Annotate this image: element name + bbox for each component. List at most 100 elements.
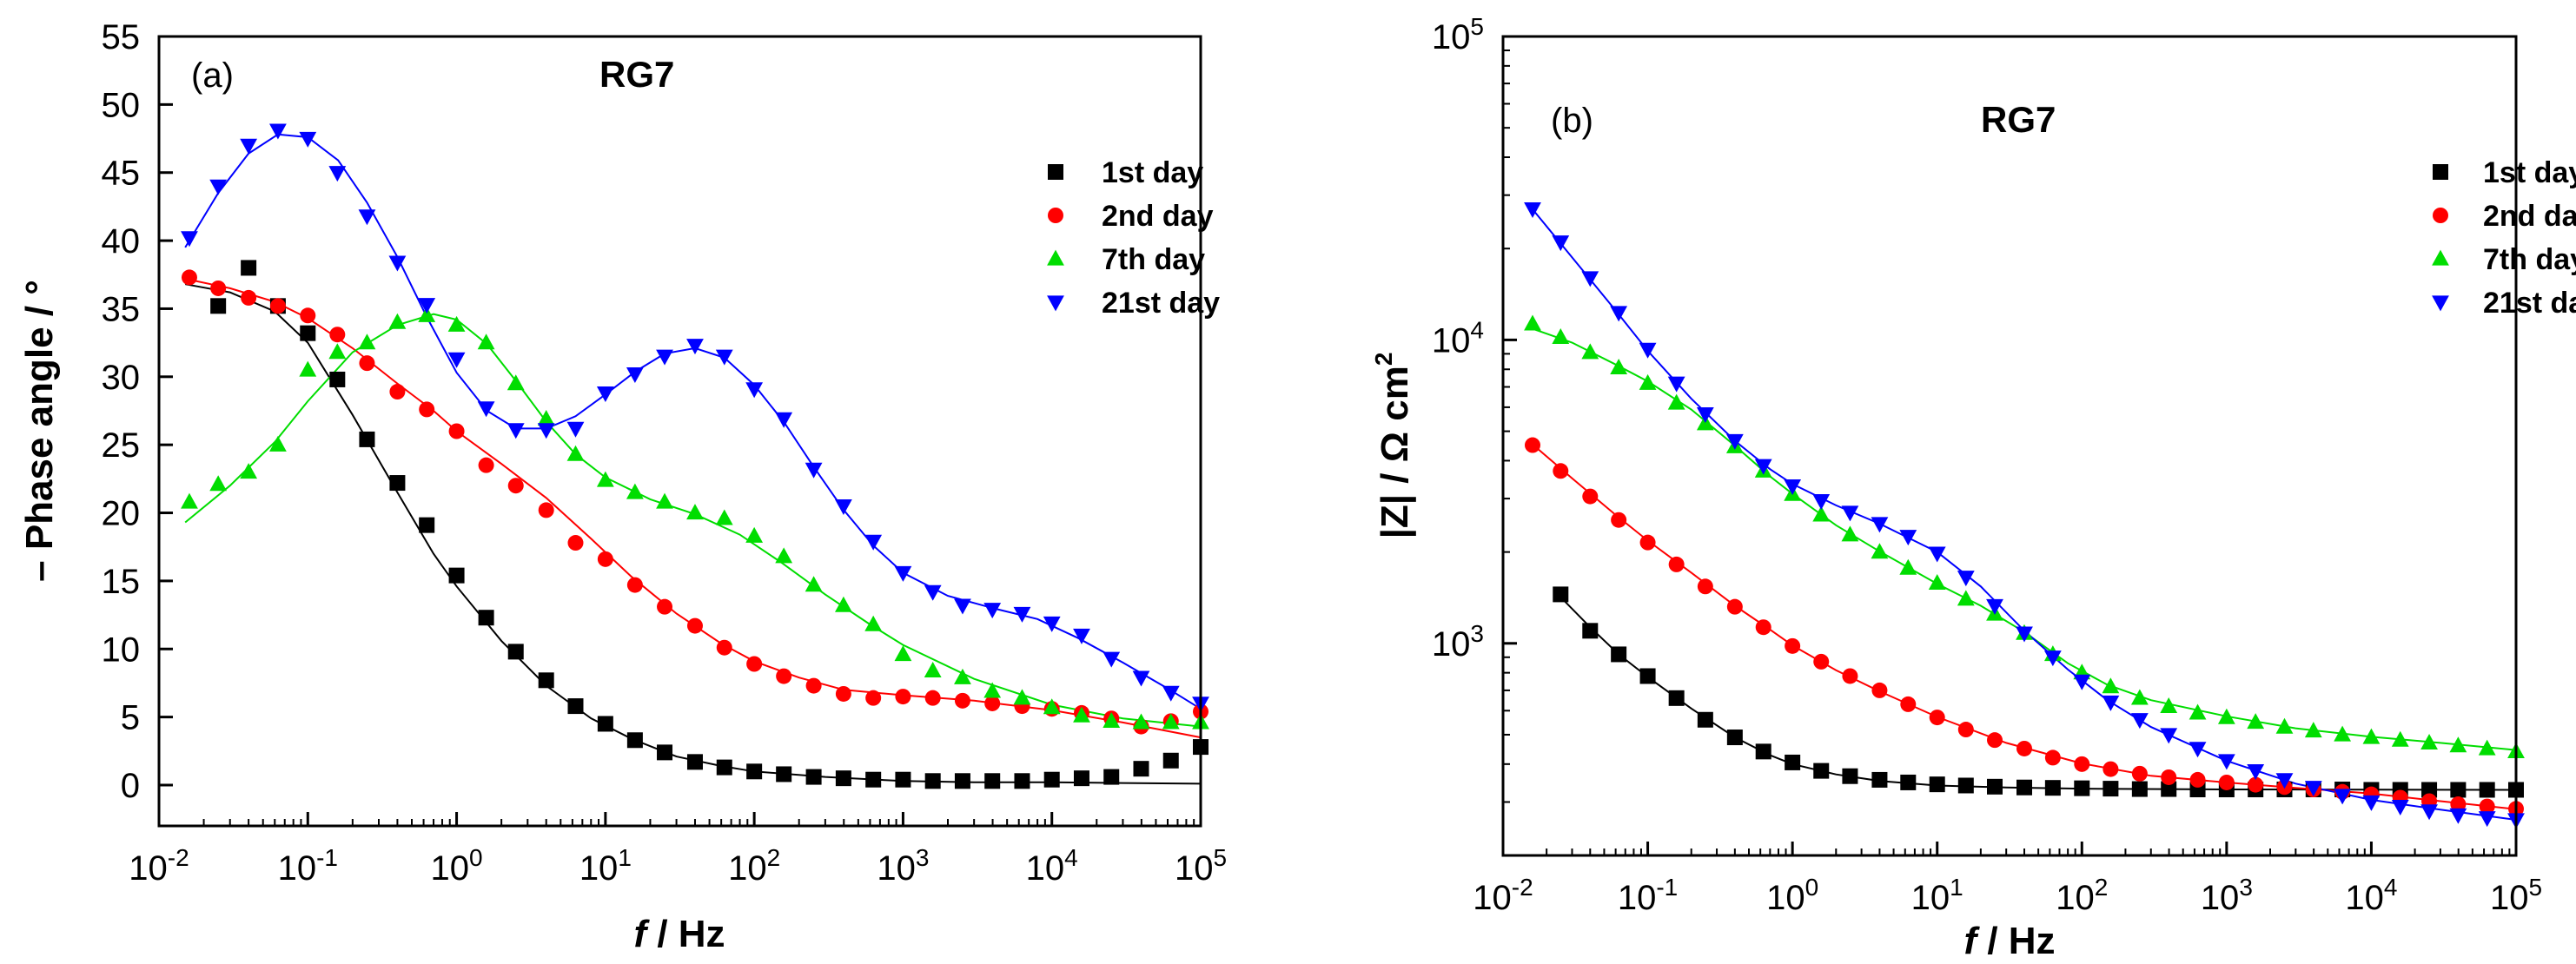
chart-title: RG7	[599, 54, 674, 95]
data-point	[745, 526, 764, 543]
data-point	[1929, 710, 1945, 726]
data-point	[2074, 756, 2090, 772]
data-point	[418, 306, 436, 322]
data-point	[448, 567, 465, 584]
x-axis-title: f / Hz	[1963, 920, 2055, 962]
data-point	[1639, 373, 1657, 390]
data-point	[1525, 437, 1541, 453]
legend-marker	[1048, 208, 1063, 223]
y-axis-title: |Z| / Ω cm2	[1370, 353, 1417, 539]
data-point	[745, 382, 764, 399]
data-point	[209, 475, 228, 492]
data-point	[656, 349, 673, 366]
data-point	[1073, 628, 1090, 644]
data-point	[716, 759, 732, 776]
data-point	[1726, 730, 1743, 746]
data-point	[1668, 556, 1685, 572]
data-point	[389, 475, 406, 492]
data-point	[1697, 578, 1713, 595]
data-point	[2450, 796, 2467, 813]
data-point	[1668, 690, 1685, 706]
data-point	[1610, 359, 1628, 375]
data-point	[418, 298, 436, 314]
data-point	[775, 547, 793, 564]
data-point	[1581, 271, 1599, 287]
data-point	[2160, 697, 2178, 713]
data-point	[686, 504, 704, 520]
data-point	[2478, 811, 2496, 828]
x-tick-label: 103	[877, 844, 929, 888]
data-point	[2131, 765, 2148, 782]
data-point	[358, 333, 376, 350]
data-point	[447, 352, 466, 368]
data-point	[1841, 505, 1859, 522]
legend-label: 21st day	[1102, 287, 1220, 320]
data-point	[954, 773, 970, 789]
data-point	[1726, 598, 1743, 615]
legend-marker	[1048, 164, 1063, 180]
data-point	[300, 307, 316, 324]
data-point	[328, 343, 347, 360]
data-point	[1813, 653, 1830, 670]
data-point	[1132, 670, 1150, 687]
data-point	[1582, 623, 1599, 639]
x-tick-label: 102	[728, 844, 780, 888]
data-point	[1986, 732, 2003, 749]
data-point	[895, 771, 911, 788]
data-point	[1639, 668, 1656, 684]
data-point	[2102, 695, 2120, 711]
data-point	[1667, 393, 1685, 410]
data-point	[1899, 530, 1917, 546]
data-point	[1043, 698, 1061, 715]
data-point	[537, 423, 555, 439]
data-point	[1552, 328, 1570, 345]
data-point	[328, 166, 347, 182]
data-point	[2304, 722, 2322, 738]
legend-label: 7th day	[2483, 243, 2576, 276]
data-point	[746, 763, 763, 780]
x-axis-title: f / Hz	[633, 913, 725, 955]
data-point	[1812, 493, 1831, 510]
data-point	[507, 374, 525, 391]
data-point	[805, 769, 822, 785]
data-point	[1696, 407, 1714, 424]
data-point	[567, 698, 584, 715]
data-point	[537, 410, 555, 426]
data-point	[1639, 534, 1656, 551]
data-point	[775, 412, 793, 428]
data-point	[2217, 754, 2235, 770]
x-axis-italic: f	[633, 913, 650, 955]
x-tick-label: 105	[1175, 844, 1227, 888]
y-tick-label: 105	[1432, 13, 1484, 56]
x-tick-label: 104	[1026, 844, 1078, 888]
data-point	[2449, 736, 2467, 753]
data-point	[1785, 637, 1801, 654]
plot-frame	[1501, 35, 2518, 857]
data-point	[566, 421, 585, 438]
data-point	[2247, 763, 2265, 780]
data-point	[507, 478, 524, 494]
data-point	[894, 565, 912, 582]
data-point	[686, 754, 703, 770]
y-axis-main: |Z| / Ω cm	[1374, 366, 1417, 538]
data-point	[776, 766, 792, 782]
data-point	[924, 773, 941, 789]
data-point	[715, 509, 733, 525]
legend-marker	[2433, 164, 2448, 180]
legend-label: 2nd day	[2483, 200, 2576, 233]
data-point	[477, 401, 495, 418]
data-point	[805, 462, 823, 479]
data-point	[2421, 782, 2438, 798]
data-point	[983, 682, 1002, 698]
phase-angle-chart: 10-2 10-1 100 101 102 103 104 105 0 5 10 15 20 25 30 3…	[18, 18, 1227, 955]
data-point	[2044, 749, 2061, 766]
data-point	[865, 690, 882, 706]
legend-marker	[2433, 208, 2448, 223]
data-point	[835, 685, 851, 702]
x-tick-label: 10-2	[129, 844, 189, 888]
data-point	[2161, 769, 2177, 785]
data-point	[1611, 646, 1627, 663]
data-point	[538, 502, 554, 518]
x-tick-label: 101	[1911, 874, 1963, 917]
series-1st-day	[1553, 586, 2524, 798]
